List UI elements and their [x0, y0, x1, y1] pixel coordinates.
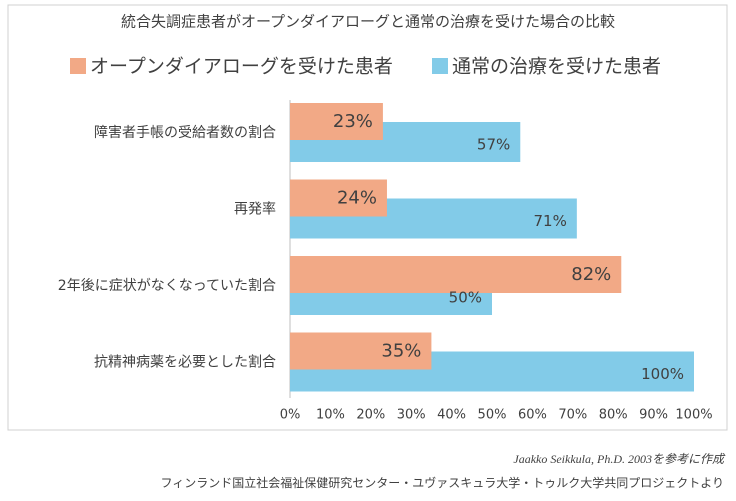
data-label: 35% — [381, 341, 421, 362]
data-label: 100% — [641, 365, 684, 383]
bar — [290, 256, 622, 293]
x-tick-label: 70% — [558, 408, 587, 423]
x-tick-label: 40% — [437, 408, 466, 423]
x-tick-label: 50% — [478, 408, 507, 423]
x-tick-label: 90% — [639, 408, 668, 423]
x-tick-label: 10% — [316, 408, 345, 423]
x-tick-label: 30% — [397, 408, 426, 423]
source-note: フィンランド国立社会福祉保健研究センター・ユヴァスキュラ大学・トゥルク大学共同プ… — [160, 475, 724, 490]
y-tick-label: 再発率 — [234, 201, 276, 218]
data-label: 24% — [337, 188, 377, 209]
chart-title: 統合失調症患者がオープンダイアローグと通常の治療を受けた場合の比較 — [121, 13, 615, 31]
data-label: 50% — [449, 289, 482, 307]
bar — [290, 179, 387, 217]
data-label: 23% — [333, 111, 373, 132]
x-tick-label: 80% — [599, 408, 628, 423]
x-tick-label: 100% — [675, 408, 712, 423]
x-tick-label: 0% — [280, 408, 301, 423]
bar — [290, 332, 432, 370]
legend-label: 通常の治療を受けた患者 — [452, 56, 661, 78]
legend-label: オープンダイアローグを受けた患者 — [90, 56, 393, 78]
bar — [290, 103, 383, 140]
data-label: 57% — [477, 136, 510, 154]
data-label: 82% — [571, 264, 611, 285]
y-tick-label: 抗精神病薬を必要とした割合 — [94, 354, 276, 371]
source-note: Jaakko Seikkula, Ph.D. 2003を参考に作成 — [513, 452, 726, 466]
data-label: 71% — [533, 212, 566, 230]
y-tick-label: 2年後に症状がなくなっていた割合 — [58, 277, 276, 294]
legend-swatch — [432, 58, 448, 74]
x-tick-label: 20% — [356, 408, 385, 423]
legend-swatch — [70, 58, 86, 74]
x-tick-label: 60% — [518, 408, 547, 423]
y-tick-label: 障害者手帳の受給者数の割合 — [94, 124, 276, 141]
